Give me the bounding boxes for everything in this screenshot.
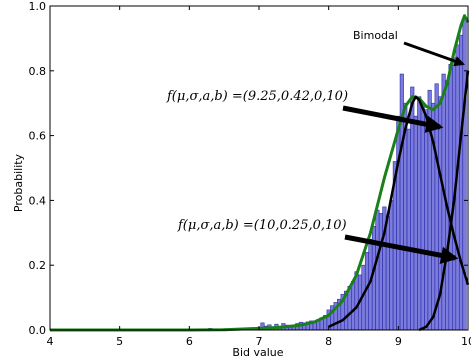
bimodal-arrow <box>403 41 465 67</box>
y-tick-label: 0.2 <box>29 259 47 272</box>
formula1-arrow <box>342 105 444 133</box>
y-tick-label: 1.0 <box>29 0 47 13</box>
y-axis-ticks: 0.0 0.2 0.4 0.6 0.8 1.0 <box>29 0 468 337</box>
histogram-bar <box>417 96 422 331</box>
histogram-bar <box>375 209 380 331</box>
histogram-bar <box>385 216 390 331</box>
histogram-bar <box>396 115 401 331</box>
histogram-bar <box>448 64 453 331</box>
histogram-bar <box>413 115 418 331</box>
x-tick-label: 10 <box>461 335 471 348</box>
y-tick-label: 0.6 <box>29 130 47 143</box>
y-tick-label: 0.8 <box>29 65 47 78</box>
histogram-bar <box>458 34 464 331</box>
histogram-bar <box>424 109 429 331</box>
histogram-bar <box>354 271 359 331</box>
x-tick-label: 7 <box>256 335 263 348</box>
x-tick-label: 9 <box>395 335 402 348</box>
histogram-bar <box>462 18 467 331</box>
x-axis-ticks: 4 5 6 7 8 9 10 <box>47 6 471 348</box>
x-tick-label: 4 <box>47 335 54 348</box>
histogram-bar <box>378 213 383 331</box>
x-axis-label: Bid value <box>232 346 283 359</box>
formula2-annotation: f(μ,σ,a,b) =(10,0.25,0,10) <box>177 218 347 233</box>
series-line-component <box>418 70 470 332</box>
histogram-bar <box>420 102 425 331</box>
x-tick-label: 8 <box>325 335 332 348</box>
formula1-annotation: f(μ,σ,a,b) =(9.25,0.42,0,10) <box>166 89 348 104</box>
histogram-bar <box>406 128 411 331</box>
y-tick-label: 0.0 <box>29 324 47 337</box>
bimodal-annotation: Bimodal <box>353 29 398 42</box>
histogram-bar <box>389 200 394 331</box>
y-tick-label: 0.4 <box>29 194 47 207</box>
formula2-arrow <box>344 234 459 264</box>
x-tick-label: 6 <box>186 335 193 348</box>
y-axis-label: Probability <box>12 153 25 212</box>
x-tick-label: 5 <box>116 335 123 348</box>
histogram-bar <box>351 281 356 331</box>
series-line-component <box>328 95 470 328</box>
histogram-bar <box>434 83 439 331</box>
histogram-bars <box>208 18 467 331</box>
